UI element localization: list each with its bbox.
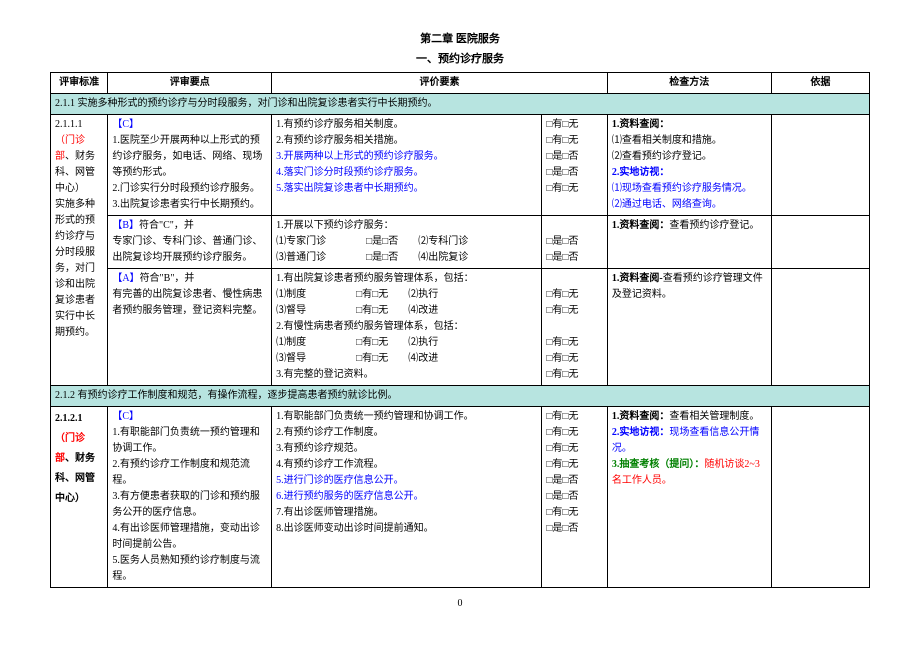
points-cell: 【C】 1.医院至少开展两种以上形式的预约诊疗服务，如电话、网络、现场等预约形式… xyxy=(108,115,272,216)
section-title: 一、预约诊疗服务 xyxy=(50,50,870,66)
basis-cell xyxy=(771,216,869,269)
header-basis: 依据 xyxy=(771,73,869,94)
check-cell: □有□无 □有□无 □有□无 □有□无 □是□否 □是□否 □有□无 □是□否 xyxy=(542,407,608,588)
eval-cell: 1.有预约诊疗服务相关制度。 2.有预约诊疗服务相关措施。 3.开展两种以上形式… xyxy=(272,115,542,216)
chapter-title: 第二章 医院服务 xyxy=(50,30,870,46)
method-cell: 1.资料查阅：查看相关管理制度。 2.实地访视：现场查看信息公开情况。 3.抽查… xyxy=(607,407,771,588)
header-points: 评审要点 xyxy=(108,73,272,94)
table-row: 【B】符合"C"，并 专家门诊、专科门诊、普通门诊、出院复诊均开展预约诊疗服务。… xyxy=(51,216,870,269)
standard-cell: 2.1.2.1 （门诊部、财务科、网管中心） xyxy=(51,407,108,588)
method-cell: 1.资料查阅：查看预约诊疗登记。 xyxy=(607,216,771,269)
section-header-1: 2.1.1 实施多种形式的预约诊疗与分时段服务，对门诊和出院复诊患者实行中长期预… xyxy=(51,94,870,115)
eval-cell: 1.有出院复诊患者预约服务管理体系，包括： ⑴制度 □有□无 ⑵执行 ⑶督导 □… xyxy=(272,269,542,386)
header-eval: 评价要素 xyxy=(272,73,608,94)
table-row: 2.1.2.1 （门诊部、财务科、网管中心） 【C】 1.有职能部门负责统一预约… xyxy=(51,407,870,588)
points-cell: 【C】 1.有职能部门负责统一预约管理和协调工作。 2.有预约诊疗工作制度和规范… xyxy=(108,407,272,588)
check-cell: □有□无 □有□无 □有□无 □有□无 □有□无 xyxy=(542,269,608,386)
basis-cell xyxy=(771,269,869,386)
method-cell: 1.资料查阅： ⑴查看相关制度和措施。 ⑵查看预约诊疗登记。 2.实地访视： ⑴… xyxy=(607,115,771,216)
eval-cell: 1.有职能部门负责统一预约管理和协调工作。 2.有预约诊疗工作制度。 3.有预约… xyxy=(272,407,542,588)
section-header-2: 2.1.2 有预约诊疗工作制度和规范，有操作流程，逐步提高患者预约就诊比例。 xyxy=(51,386,870,407)
evaluation-table: 评审标准 评审要点 评价要素 检查方法 依据 2.1.1 实施多种形式的预约诊疗… xyxy=(50,72,870,588)
page-number: 0 xyxy=(50,598,870,609)
header-standard: 评审标准 xyxy=(51,73,108,94)
table-row: 2.1.1.1 （门诊部、财务科、网管中心） 实施多种形式的预约诊疗与分时段服务… xyxy=(51,115,870,216)
basis-cell xyxy=(771,115,869,216)
check-cell: □有□无 □有□无 □是□否 □是□否 □有□无 xyxy=(542,115,608,216)
points-cell: 【B】符合"C"，并 专家门诊、专科门诊、普通门诊、出院复诊均开展预约诊疗服务。 xyxy=(108,216,272,269)
table-row: 【A】符合"B"，并 有完善的出院复诊患者、慢性病患者预约服务管理，登记资料完整… xyxy=(51,269,870,386)
basis-cell xyxy=(771,407,869,588)
method-cell: 1.资料查阅-查看预约诊疗管理文件及登记资料。 xyxy=(607,269,771,386)
points-cell: 【A】符合"B"，并 有完善的出院复诊患者、慢性病患者预约服务管理，登记资料完整… xyxy=(108,269,272,386)
standard-cell: 2.1.1.1 （门诊部、财务科、网管中心） 实施多种形式的预约诊疗与分时段服务… xyxy=(51,115,108,386)
header-method: 检查方法 xyxy=(607,73,771,94)
eval-cell: 1.开展以下预约诊疗服务： ⑴专家门诊 □是□否 ⑵专科门诊 ⑶普通门诊 □是□… xyxy=(272,216,542,269)
check-cell: □是□否 □是□否 xyxy=(542,216,608,269)
